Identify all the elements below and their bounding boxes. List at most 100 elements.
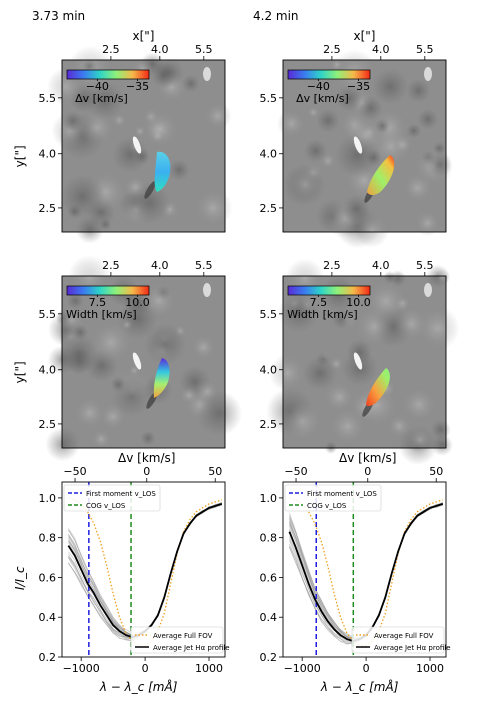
x-tick-label: 0: [142, 662, 149, 675]
granule: [278, 292, 320, 333]
granule: [414, 210, 441, 236]
granule: [316, 351, 331, 367]
x-tick-label: 5.5: [195, 43, 213, 56]
granule: [179, 385, 199, 405]
image-frame: [61, 59, 226, 233]
colorbar-label: Width [km/s]: [66, 308, 137, 321]
legend-top: First moment v_LOS COG v_LOS: [284, 484, 382, 512]
colorbar-label: Δv [km/s]: [296, 92, 349, 105]
colorbar-tick-label: 7.5: [310, 296, 328, 309]
granule: [59, 334, 99, 374]
legend-label: First moment v_LOS: [307, 490, 377, 498]
granule: [406, 426, 434, 454]
bright-point: [353, 352, 363, 370]
granule: [335, 132, 380, 178]
y-tick-label: 2.5: [39, 418, 57, 431]
legend-label: Average Full FOV: [153, 632, 213, 640]
bright-point: [424, 67, 432, 81]
y-axis-label: y["]: [13, 145, 27, 167]
image-frame: [61, 275, 226, 449]
top-tick-label: 50: [208, 465, 222, 478]
granule: [406, 123, 422, 139]
jet-overlay: [154, 151, 171, 192]
bright-point: [353, 136, 363, 154]
y-tick-label: 0.2: [260, 651, 278, 664]
y-tick-label: 4.0: [260, 364, 278, 377]
top-tick-label: 0: [143, 465, 150, 478]
y-tick-label: 4.0: [39, 364, 57, 377]
colorbar-tick-label: −35: [126, 80, 149, 93]
granule: [431, 434, 454, 456]
x-tick-label: 5.5: [416, 43, 434, 56]
granule: [73, 396, 107, 430]
image-frame: [282, 275, 447, 449]
y-tick-label: 0.8: [260, 532, 278, 545]
y-axis-label: y["]: [13, 361, 27, 383]
colorbar-tick-label: 7.5: [89, 296, 107, 309]
y-axis-label: I/I_c: [13, 566, 27, 590]
legend-label: COG v_LOS: [86, 502, 126, 510]
jet-overlay: [153, 358, 170, 398]
colorbar: [66, 285, 150, 296]
granule: [306, 105, 320, 119]
x-axis-label: λ − λ_c [mÅ]: [320, 679, 399, 694]
y-tick-label: 2.5: [260, 202, 278, 215]
legend-label: First moment v_LOS: [86, 490, 156, 498]
granule: [168, 159, 190, 181]
x-tick-label: 4.0: [151, 259, 169, 272]
dark-feature: [144, 181, 156, 199]
granule: [150, 61, 177, 89]
x-tick-label: 0: [363, 662, 370, 675]
colorbar-label: Width [km/s]: [287, 308, 358, 321]
granule: [269, 354, 307, 392]
jet-overlay: [367, 155, 395, 196]
y-tick-label: 0.2: [39, 651, 57, 664]
legend-label: Average Jet Hα profile: [374, 644, 451, 652]
granule: [329, 57, 344, 72]
x-tick-label: 4.0: [372, 43, 390, 56]
granule: [144, 323, 187, 366]
granule: [67, 204, 83, 220]
x-tick-label: −1000: [284, 662, 321, 675]
colorbar-label: Δv [km/s]: [75, 92, 128, 105]
granule: [60, 174, 105, 219]
granule: [363, 278, 409, 324]
image-frame: [282, 59, 447, 233]
x-tick-label: 5.5: [416, 259, 434, 272]
granule: [62, 111, 83, 132]
granule: [66, 292, 84, 310]
y-tick-label: 5.5: [260, 92, 278, 105]
granule: [133, 125, 147, 138]
granule: [190, 334, 217, 361]
y-tick-label: 1.0: [39, 492, 57, 505]
granule: [78, 109, 116, 147]
y-tick-label: 4.0: [260, 148, 278, 161]
panel-title: 3.73 min: [32, 9, 85, 23]
granule: [402, 172, 434, 204]
plot-frame: [282, 481, 447, 658]
colorbar-tick-label: −40: [307, 80, 330, 93]
granule: [281, 400, 324, 442]
legend-label: Average Full FOV: [374, 632, 434, 640]
granule: [88, 320, 134, 365]
panel-title: 4.2 min: [253, 9, 299, 23]
x-tick-label: 2.5: [323, 43, 341, 56]
colorbar-tick-label: −40: [86, 80, 109, 93]
y-tick-label: 5.5: [39, 308, 57, 321]
jet-overlay: [366, 368, 390, 406]
granule: [335, 85, 363, 112]
y-tick-label: 5.5: [260, 308, 278, 321]
granule: [181, 74, 200, 93]
y-tick-label: 0.8: [39, 532, 57, 545]
top-tick-label: 0: [364, 465, 371, 478]
granule: [193, 188, 233, 228]
x-tick-label: 5.5: [195, 259, 213, 272]
granule: [203, 102, 232, 130]
granule: [288, 167, 322, 202]
granule: [319, 152, 337, 170]
y-tick-label: 5.5: [39, 92, 57, 105]
bright-point: [424, 283, 432, 297]
granule: [392, 134, 413, 155]
bright-point: [203, 283, 211, 297]
